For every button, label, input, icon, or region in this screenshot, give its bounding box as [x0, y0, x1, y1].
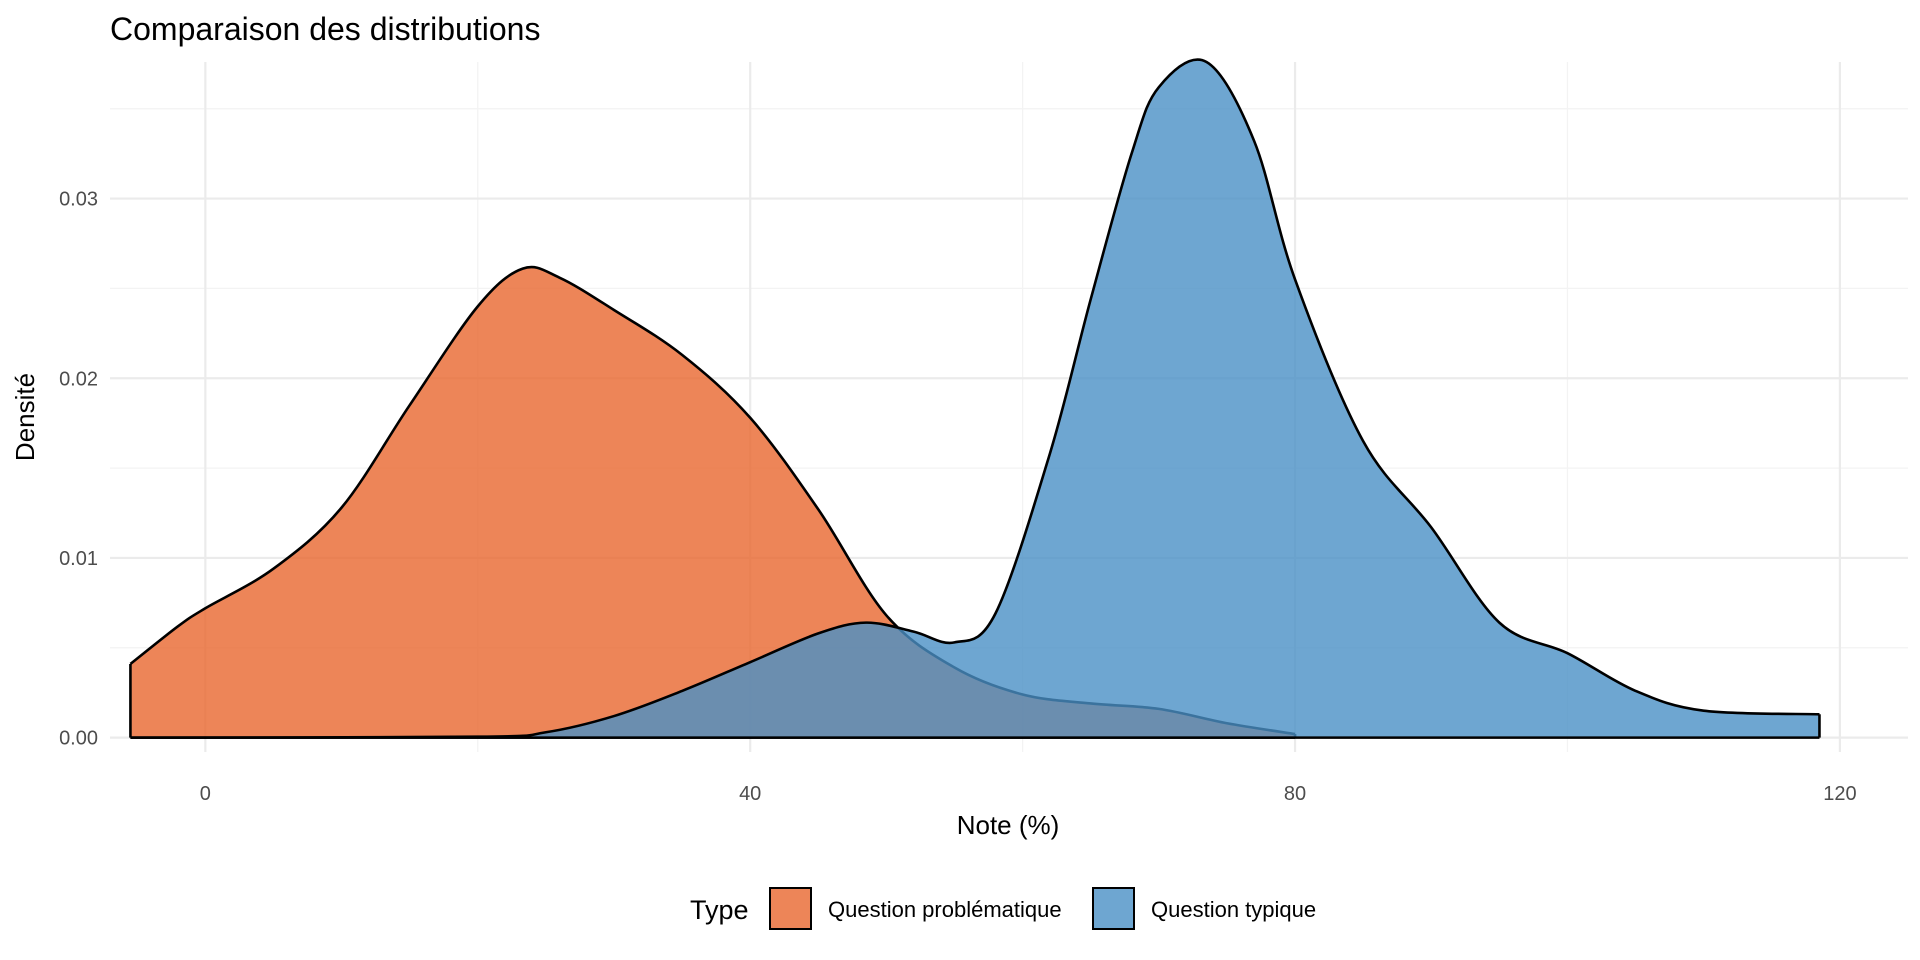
x-axis-title: Note (%)	[957, 810, 1060, 840]
x-tick-label: 120	[1823, 783, 1856, 805]
y-axis-title: Densité	[10, 373, 40, 461]
density-line-typique	[130, 58, 1820, 739]
y-tick-label: 0.02	[59, 368, 98, 390]
legend: Type Question problématique Question typ…	[690, 887, 1316, 930]
density-areas	[129, 58, 1821, 739]
legend-swatch-typique	[1092, 887, 1135, 930]
x-axis-ticks: 0 40 80 120	[200, 783, 1857, 805]
legend-label-typique: Question typique	[1151, 897, 1316, 922]
legend-title: Type	[690, 895, 749, 925]
y-axis-ticks: 0.00 0.01 0.02 0.03	[59, 189, 98, 750]
x-tick-label: 0	[200, 783, 211, 805]
y-tick-label: 0.01	[59, 548, 98, 570]
y-tick-label: 0.03	[59, 189, 98, 211]
chart-title: Comparaison des distributions	[110, 11, 540, 47]
x-tick-label: 80	[1284, 783, 1306, 805]
x-tick-label: 40	[739, 783, 761, 805]
legend-swatch-problematique	[769, 887, 812, 930]
y-tick-label: 0.00	[59, 728, 98, 750]
density-area-problematique	[130, 267, 1296, 738]
density-area-typique	[130, 59, 1820, 738]
legend-label-problematique: Question problématique	[828, 897, 1062, 922]
